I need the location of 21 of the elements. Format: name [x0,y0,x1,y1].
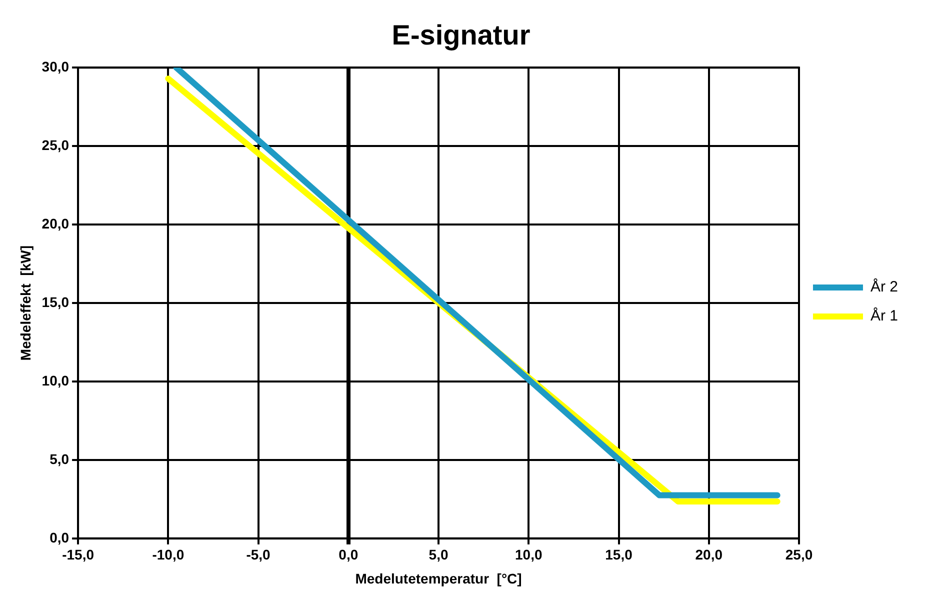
x-tick-label: 10,0 [515,546,542,563]
y-tick-label: 20,0 [42,215,70,232]
y-axis-title: Medeleffekt [kW] [17,245,34,361]
y-tick-label: 25,0 [42,136,70,153]
x-tick-label: 5,0 [428,546,448,563]
y-tick-label: 15,0 [42,294,70,310]
y-tick-label: 0,0 [50,529,70,546]
legend-label: År 1 [870,306,898,325]
y-tick-label: 5,0 [50,450,70,467]
legend-label: År 2 [870,278,898,296]
x-tick-label: 0,0 [338,546,358,563]
x-tick-label: -10,0 [152,546,184,563]
y-tick-label: 30,0 [42,58,70,74]
chart-title: E-signatur [392,20,530,51]
x-tick-label: 25,0 [785,546,813,563]
x-tick-label: 15,0 [605,546,633,563]
x-tick-label: -15,0 [62,546,94,563]
x-axis-title: Medelutetemperatur [°C] [355,570,522,586]
y-tick-label: 10,0 [42,372,70,388]
x-tick-label: 20,0 [695,546,723,563]
x-tick-label: -5,0 [246,546,271,563]
